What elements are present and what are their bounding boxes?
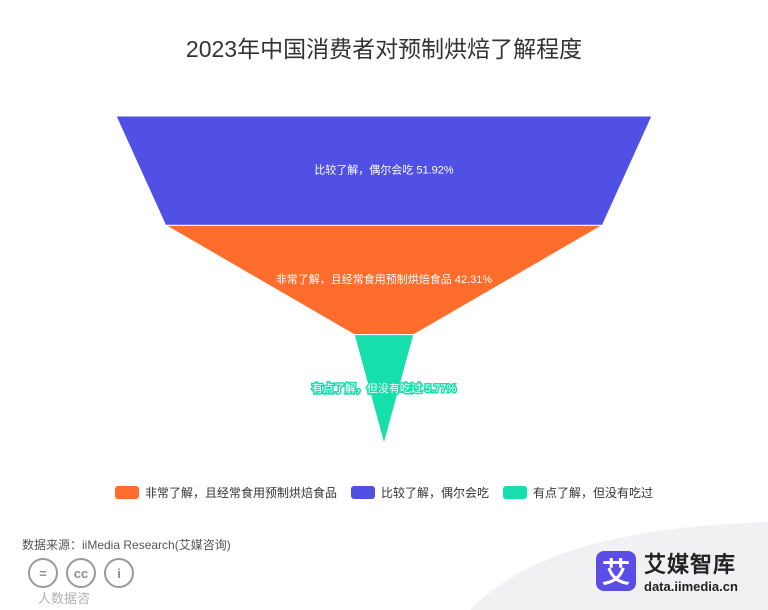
legend-item-very-familiar[interactable]: 非常了解，且经常食用预制烘焙食品 — [114, 484, 337, 501]
no-derivatives-icon: = — [28, 558, 58, 588]
funnel-chart: 比较了解，偶尔会吃 51.92% 非常了解，且经常食用预制烘焙食品 42.31% 有… — [115, 115, 653, 446]
chart-title: 2023年中国消费者对预制烘焙了解程度 — [185, 36, 583, 62]
brand-url: data.iimedia.cn — [644, 579, 738, 594]
funnel-segment[interactable] — [353, 334, 415, 446]
data-source: 数据来源：iiMedia Research(艾媒咨询) — [22, 538, 231, 552]
legend-label: 非常了解，且经常食用预制烘焙食品 — [144, 486, 337, 500]
legend-label: 有点了解，但没有吃过 — [533, 486, 654, 500]
brand-logo: 艾 艾媒智库 data.iimedia.cn — [596, 547, 738, 594]
funnel-data-label: 非常了解，且经常食用预制烘焙食品 42.31% — [276, 272, 493, 286]
creative-commons-icon: cc — [66, 558, 96, 588]
brand-name: 艾媒智库 — [644, 552, 737, 577]
license-icons: = cc i — [28, 558, 134, 588]
legend-swatch — [350, 486, 375, 499]
legend-swatch — [503, 486, 527, 499]
funnel-data-label: 比较了解，偶尔会吃 51.92% — [314, 163, 454, 177]
chart-legend: 非常了解，且经常食用预制烘焙食品 比较了解，偶尔会吃 有点了解，但没有吃过 — [0, 484, 768, 501]
license-text: 人数据咨 — [38, 591, 91, 606]
funnel-data-label: 有点了解，但没有吃过 5.77% — [312, 381, 456, 395]
legend-item-fairly-familiar[interactable]: 比较了解，偶尔会吃 — [350, 484, 489, 501]
attribution-icon: i — [104, 558, 134, 588]
legend-item-somewhat-familiar[interactable]: 有点了解，但没有吃过 — [503, 484, 653, 501]
legend-swatch — [114, 486, 139, 499]
legend-label: 比较了解，偶尔会吃 — [380, 486, 489, 500]
brand-mark-icon: 艾 — [596, 550, 636, 591]
